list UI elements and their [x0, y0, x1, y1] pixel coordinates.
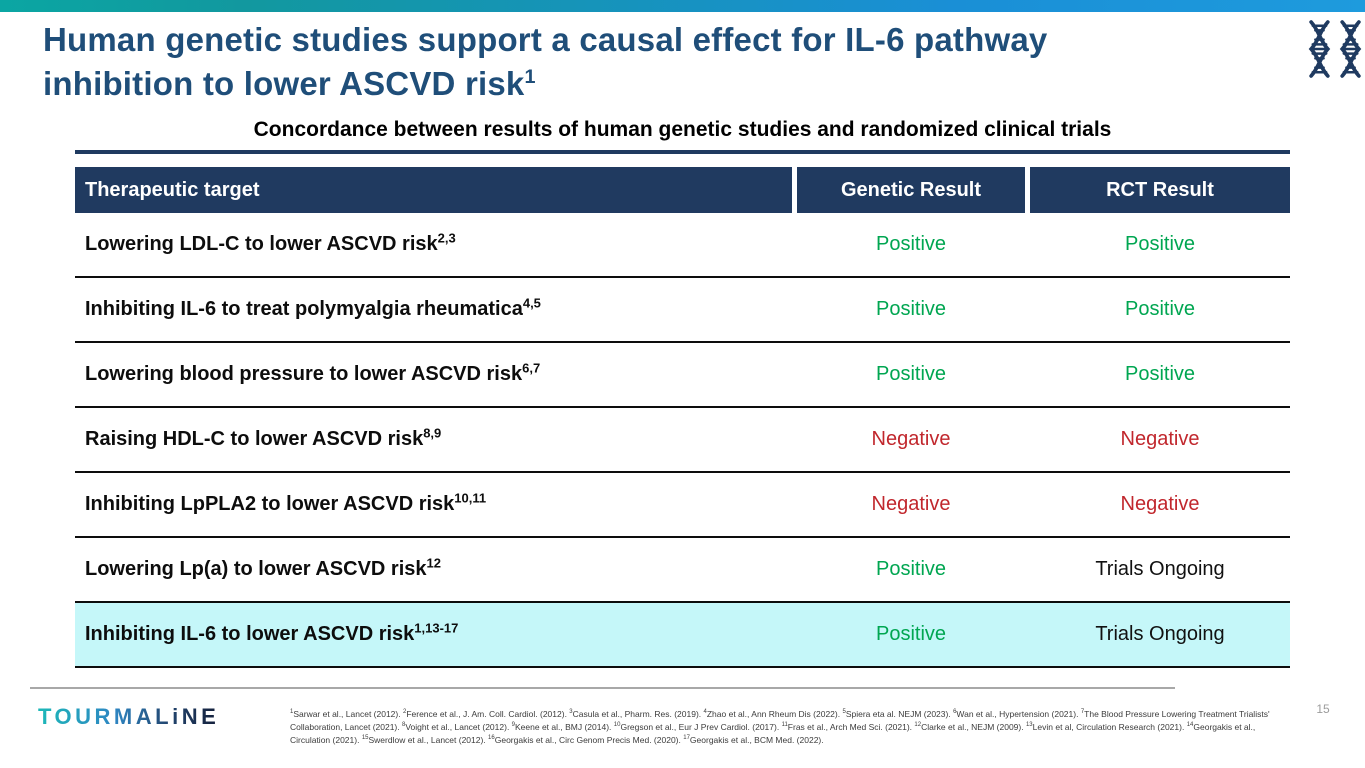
table-row: Lowering blood pressure to lower ASCVD r… [75, 343, 1290, 408]
table-row: Inhibiting IL-6 to lower ASCVD risk1,13-… [75, 603, 1290, 668]
page-title: Human genetic studies support a causal e… [43, 18, 1283, 106]
concordance-table: Therapeutic target Genetic Result RCT Re… [75, 167, 1290, 668]
table-row: Lowering Lp(a) to lower ASCVD risk12 Posi… [75, 538, 1290, 603]
therapeutic-target-cell: Lowering blood pressure to lower ASCVD r… [85, 360, 541, 385]
genetic-result-cell: Negative [871, 428, 951, 450]
page-number: 15 [1316, 702, 1330, 716]
footer-divider [30, 687, 1175, 689]
therapeutic-target-cell: Inhibiting LpPLA2 to lower ASCVD risk10,… [85, 490, 487, 515]
genetic-result-cell: Positive [875, 298, 947, 320]
therapeutic-target-cell: Lowering Lp(a) to lower ASCVD risk12 [85, 555, 441, 580]
table-row: Raising HDL-C to lower ASCVD risk8,9 Nega… [75, 408, 1290, 473]
rct-result-cell: Positive [1124, 298, 1196, 320]
rct-result-cell: Trials Ongoing [1095, 558, 1225, 580]
therapeutic-target-cell: Lowering LDL-C to lower ASCVD risk2,3 [85, 230, 456, 255]
rct-result-cell: Positive [1124, 233, 1196, 255]
therapeutic-target-cell: Raising HDL-C to lower ASCVD risk8,9 [85, 425, 442, 450]
caption-underline [75, 150, 1290, 154]
genetic-result-cell: Positive [875, 233, 947, 255]
rct-result-cell: Negative [1120, 493, 1200, 515]
genetic-result-cell: Positive [875, 558, 947, 580]
genetic-result-cell: Positive [875, 363, 947, 385]
table-header-row: Therapeutic target Genetic Result RCT Re… [75, 167, 1290, 213]
header-rct-result: RCT Result [1030, 167, 1290, 213]
tourmaline-logo: TOURMALiNE [38, 704, 220, 729]
table-body: Lowering LDL-C to lower ASCVD risk2,3 Pos… [75, 213, 1290, 668]
table-row: Inhibiting LpPLA2 to lower ASCVD risk10,… [75, 473, 1290, 538]
rct-result-cell: Negative [1120, 428, 1200, 450]
table-caption: Concordance between results of human gen… [253, 118, 1112, 141]
table-row: Inhibiting IL-6 to treat polymyalgia rhe… [75, 278, 1290, 343]
therapeutic-target-cell: Inhibiting IL-6 to lower ASCVD risk1,13-… [85, 620, 459, 645]
reference-footnotes: 1Sarwar et al., Lancet (2012). 2Ference … [290, 708, 1270, 745]
rct-result-cell: Trials Ongoing [1095, 623, 1225, 645]
title-line-1: Human genetic studies support a causal e… [43, 21, 1048, 58]
table-row: Lowering LDL-C to lower ASCVD risk2,3 Pos… [75, 213, 1290, 278]
genetic-result-cell: Positive [875, 623, 947, 645]
slide-accent-bar [0, 0, 1365, 12]
title-footnote-sup: 1 [524, 66, 536, 89]
header-genetic-result: Genetic Result [797, 167, 1025, 213]
genetic-result-cell: Negative [871, 493, 951, 515]
title-line-2: inhibition to lower ASCVD risk1 [43, 65, 536, 103]
header-therapeutic-target: Therapeutic target [75, 167, 792, 213]
therapeutic-target-cell: Inhibiting IL-6 to treat polymyalgia rhe… [85, 295, 541, 320]
dna-icon [1306, 20, 1364, 78]
rct-result-cell: Positive [1124, 363, 1196, 385]
